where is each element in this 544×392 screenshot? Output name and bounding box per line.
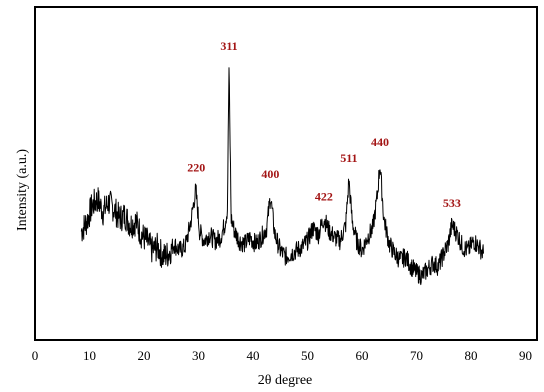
x-axis-title: 2θ degree	[258, 373, 313, 388]
y-axis-title: Intensity (a.u.)	[15, 149, 30, 231]
peak-label-311: 311	[220, 39, 237, 53]
peak-label-400: 400	[261, 167, 279, 181]
x-tick-label-0: 0	[32, 348, 39, 363]
x-tick-label-80: 80	[465, 348, 478, 363]
x-tick-label-30: 30	[192, 348, 205, 363]
peak-label-511: 511	[340, 151, 357, 165]
peak-label-220: 220	[187, 161, 205, 175]
peak-label-422: 422	[315, 189, 333, 203]
x-tick-label-40: 40	[247, 348, 260, 363]
x-tick-label-50: 50	[301, 348, 314, 363]
x-tick-label-70: 70	[410, 348, 423, 363]
annotation-layer: 220 311 400 422 511 440 533	[187, 39, 461, 210]
peak-label-533: 533	[443, 196, 461, 210]
series-layer	[80, 67, 484, 286]
x-tick-labels: 0 10 20 30 40 50 60 70 80 90	[32, 348, 532, 363]
x-tick-label-20: 20	[138, 348, 151, 363]
x-tick-label-90: 90	[519, 348, 532, 363]
peak-label-440: 440	[371, 135, 389, 149]
plot-frame	[34, 6, 538, 341]
x-tick-label-10: 10	[83, 348, 96, 363]
series-line-0	[80, 67, 484, 286]
x-tick-label-60: 60	[356, 348, 369, 363]
